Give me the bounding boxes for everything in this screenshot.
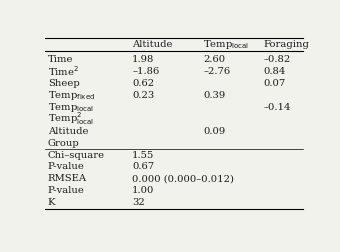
Text: 0.23: 0.23 [132,90,154,100]
Text: Altitude: Altitude [48,127,88,136]
Text: –0.82: –0.82 [264,54,291,64]
Text: 0.62: 0.62 [132,79,154,87]
Text: Sheep: Sheep [48,79,80,87]
Text: Foraging: Foraging [264,40,310,49]
Text: 1.98: 1.98 [132,54,154,64]
Text: Altitude: Altitude [132,40,173,49]
Text: Temp$_{\mathrm{local}}^2$: Temp$_{\mathrm{local}}^2$ [48,111,94,128]
Text: Time: Time [48,54,73,64]
Text: Group: Group [48,139,80,147]
Text: –1.86: –1.86 [132,67,159,76]
Text: 0.39: 0.39 [203,90,225,100]
Text: RMSEA: RMSEA [48,174,87,183]
Text: –2.76: –2.76 [203,67,231,76]
Text: Temp$_{\mathrm{local}}$: Temp$_{\mathrm{local}}$ [48,101,94,113]
Text: Temp$_{\mathrm{fixed}}$: Temp$_{\mathrm{fixed}}$ [48,88,95,102]
Text: P-value: P-value [48,163,85,172]
Text: 0.67: 0.67 [132,163,154,172]
Text: –0.14: –0.14 [264,103,291,111]
Text: Time$^2$: Time$^2$ [48,64,79,78]
Text: 0.000 (0.000–0.012): 0.000 (0.000–0.012) [132,174,234,183]
Text: 0.07: 0.07 [264,79,286,87]
Text: 1.00: 1.00 [132,186,154,196]
Text: 1.55: 1.55 [132,150,154,160]
Text: P-value: P-value [48,186,85,196]
Text: Chi–square: Chi–square [48,150,105,160]
Text: 0.84: 0.84 [264,67,286,76]
Text: Temp$_{\mathrm{local}}$: Temp$_{\mathrm{local}}$ [203,38,250,51]
Text: K: K [48,199,55,207]
Text: 32: 32 [132,199,145,207]
Text: 2.60: 2.60 [203,54,225,64]
Text: 0.09: 0.09 [203,127,225,136]
